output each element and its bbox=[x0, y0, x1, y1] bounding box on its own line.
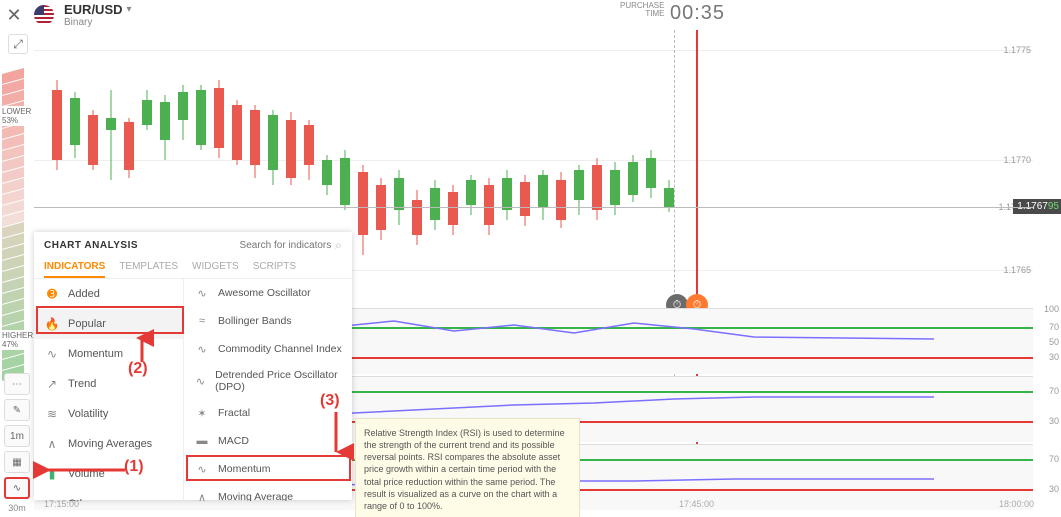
search-input[interactable] bbox=[221, 240, 331, 251]
left-toolbar: ⋯ ✎ 1m ▦ ∿ 30m bbox=[2, 373, 32, 513]
pair-name: EUR/USD bbox=[64, 2, 123, 17]
arrow-3 bbox=[326, 410, 346, 463]
cat-icon: ∧ bbox=[44, 436, 60, 452]
cat-moving-averages[interactable]: ∧ Moving Averages bbox=[34, 429, 183, 459]
pair-type: Binary bbox=[64, 17, 132, 28]
ind-label: Momentum bbox=[218, 463, 271, 475]
pair-selector[interactable]: EUR/USD ▾ Binary bbox=[64, 2, 132, 28]
cat-volatility[interactable]: ≋ Volatility bbox=[34, 399, 183, 429]
indicator-list: ∿ Awesome Oscillator ≈ Bollinger Bands ∿… bbox=[184, 279, 352, 501]
cat-icon: ↗ bbox=[44, 376, 60, 392]
ind-icon: ▬ bbox=[194, 433, 210, 449]
tab-scripts[interactable]: SCRIPTS bbox=[253, 257, 296, 278]
cat-icon: ⋯ bbox=[44, 496, 60, 501]
search-icon[interactable]: ⌕ bbox=[335, 238, 342, 253]
cat-icon: 🔥 bbox=[44, 316, 60, 332]
tab-indicators[interactable]: INDICATORS bbox=[44, 257, 105, 278]
cat-label: Volatility bbox=[68, 408, 108, 420]
ind-label: Detrended Price Oscillator (DPO) bbox=[215, 369, 342, 393]
ind-bollinger-bands[interactable]: ≈ Bollinger Bands bbox=[184, 307, 352, 335]
tab-widgets[interactable]: WIDGETS bbox=[192, 257, 239, 278]
ind-icon: ∧ bbox=[194, 489, 210, 501]
purchase-time-label: PURCHASETIME bbox=[620, 2, 664, 18]
toolbar-btn[interactable]: ▦ bbox=[4, 451, 30, 473]
ind-icon: ✶ bbox=[194, 405, 210, 421]
cat-added[interactable]: ➌ Added bbox=[34, 279, 183, 309]
ind-icon: ∿ bbox=[194, 285, 210, 301]
flag-icon bbox=[34, 5, 54, 25]
close-icon[interactable]: ✕ bbox=[0, 1, 28, 29]
ind-icon: ∿ bbox=[194, 461, 210, 477]
ind-label: Moving Average bbox=[218, 491, 293, 501]
ind-label: Commodity Channel Index bbox=[218, 343, 342, 355]
toolbar-btn[interactable]: 1m bbox=[4, 425, 30, 447]
lower-label: LOWER53% bbox=[0, 106, 33, 126]
ind-moving-average[interactable]: ∧ Moving Average bbox=[184, 483, 352, 501]
cat-icon: ∿ bbox=[44, 346, 60, 362]
cat-trend[interactable]: ↗ Trend bbox=[34, 369, 183, 399]
cat-label: Other bbox=[68, 498, 96, 501]
ind-awesome-oscillator[interactable]: ∿ Awesome Oscillator bbox=[184, 279, 352, 307]
rsi-tooltip: Relative Strength Index (RSI) is used to… bbox=[355, 418, 580, 517]
cat-icon: ≋ bbox=[44, 406, 60, 422]
tab-templates[interactable]: TEMPLATES bbox=[119, 257, 178, 278]
ind-label: MACD bbox=[218, 435, 249, 447]
ind-icon: ∿ bbox=[194, 341, 210, 357]
cat-label: Momentum bbox=[68, 348, 123, 360]
cat-momentum[interactable]: ∿ Momentum bbox=[34, 339, 183, 369]
cat-other[interactable]: ⋯ Other bbox=[34, 489, 183, 501]
cat-label: Added bbox=[68, 288, 100, 300]
cat-label: Moving Averages bbox=[68, 438, 152, 450]
ind-label: Awesome Oscillator bbox=[218, 287, 311, 299]
ind-commodity-channel-index[interactable]: ∿ Commodity Channel Index bbox=[184, 335, 352, 363]
ind-icon: ≈ bbox=[194, 313, 210, 329]
toolbar-btn[interactable]: ∿ bbox=[4, 477, 30, 499]
higher-label: HIGHER47% bbox=[0, 330, 35, 350]
toolbar-btn[interactable]: ⋯ bbox=[4, 373, 30, 395]
timeframe-label: 30m bbox=[8, 503, 26, 513]
toolbar-btn[interactable]: ✎ bbox=[4, 399, 30, 421]
chevron-down-icon: ▾ bbox=[127, 4, 132, 15]
arrow-1 bbox=[40, 460, 130, 485]
cat-popular[interactable]: 🔥 Popular bbox=[34, 309, 183, 339]
cat-icon: ➌ bbox=[44, 286, 60, 302]
ind-icon: ∿ bbox=[194, 373, 207, 389]
header-bar: ✕ EUR/USD ▾ Binary bbox=[0, 0, 1061, 30]
callout-num-3: (3) bbox=[320, 392, 340, 410]
panel-tabs: INDICATORS TEMPLATES WIDGETS SCRIPTS bbox=[34, 253, 352, 279]
ind-label: Bollinger Bands bbox=[218, 315, 292, 327]
arrow-2 bbox=[132, 334, 152, 369]
panel-title: CHART ANALYSIS bbox=[44, 240, 138, 251]
purchase-time-value: 00:35 bbox=[670, 2, 725, 25]
cat-label: Trend bbox=[68, 378, 96, 390]
ind-label: Fractal bbox=[218, 407, 250, 419]
expand-icon[interactable]: ⤢ bbox=[8, 34, 28, 54]
cat-label: Popular bbox=[68, 318, 106, 330]
